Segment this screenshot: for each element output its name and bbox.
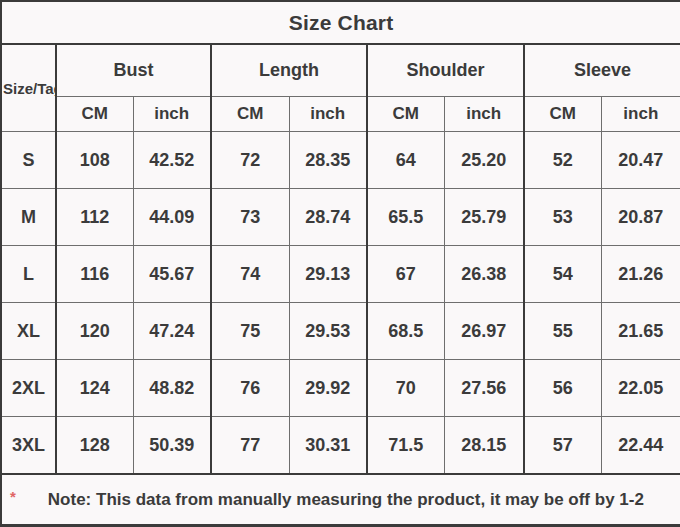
measurement-value: 76 — [211, 360, 289, 417]
measurement-value: 20.87 — [601, 189, 680, 246]
corner-header-size-tag: Size/Tag — [1, 44, 56, 132]
measurement-value: 48.82 — [133, 360, 211, 417]
measurement-value: 29.92 — [289, 360, 367, 417]
measurement-value: 128 — [56, 417, 133, 475]
measurement-value: 29.13 — [289, 246, 367, 303]
measurement-value: 55 — [524, 303, 601, 360]
size-row-3xl: 3XL 128 50.39 77 30.31 71.5 28.15 57 22.… — [1, 417, 680, 475]
measurement-value: 72 — [211, 132, 289, 189]
size-row-s: S 108 42.52 72 28.35 64 25.20 52 20.47 — [1, 132, 680, 189]
measurement-value: 108 — [56, 132, 133, 189]
title-row: Size Chart — [1, 1, 680, 44]
size-row-xl: XL 120 47.24 75 29.53 68.5 26.97 55 21.6… — [1, 303, 680, 360]
measurement-value: 71.5 — [367, 417, 444, 475]
size-label: XL — [1, 303, 56, 360]
unit-header-cell: CM — [211, 97, 289, 132]
size-row-m: M 112 44.09 73 28.74 65.5 25.79 53 20.87 — [1, 189, 680, 246]
measurement-value: 50.39 — [133, 417, 211, 475]
group-header-bust: Bust — [56, 44, 211, 97]
measurement-value: 45.67 — [133, 246, 211, 303]
measurement-value: 124 — [56, 360, 133, 417]
measurement-value: 21.26 — [601, 246, 680, 303]
measurement-value: 28.15 — [444, 417, 524, 475]
group-header-sleeve: Sleeve — [524, 44, 680, 97]
unit-header-cell: inch — [289, 97, 367, 132]
page-title: Size Chart — [1, 1, 680, 44]
measurement-value: 28.35 — [289, 132, 367, 189]
measurement-value: 67 — [367, 246, 444, 303]
measurement-value: 64 — [367, 132, 444, 189]
measurement-value: 75 — [211, 303, 289, 360]
note-text: Note: This data from manually measuring … — [48, 490, 644, 510]
size-row-l: L 116 45.67 74 29.13 67 26.38 54 21.26 — [1, 246, 680, 303]
measurement-value: 120 — [56, 303, 133, 360]
measurement-value: 25.79 — [444, 189, 524, 246]
measurement-value: 42.52 — [133, 132, 211, 189]
measurement-value: 52 — [524, 132, 601, 189]
measurement-value: 44.09 — [133, 189, 211, 246]
note-asterisk: * — [10, 488, 16, 505]
measurement-value: 68.5 — [367, 303, 444, 360]
measurement-value: 54 — [524, 246, 601, 303]
unit-header-cell: inch — [133, 97, 211, 132]
measurement-value: 26.97 — [444, 303, 524, 360]
unit-header-cell: inch — [444, 97, 524, 132]
measurement-value: 47.24 — [133, 303, 211, 360]
note: * Note: This data from manually measurin… — [2, 490, 680, 510]
group-header-row: Size/Tag Bust Length Shoulder Sleeve — [1, 44, 680, 97]
measurement-value: 57 — [524, 417, 601, 475]
note-row: * Note: This data from manually measurin… — [1, 474, 680, 527]
size-row-2xl: 2XL 124 48.82 76 29.92 70 27.56 56 22.05 — [1, 360, 680, 417]
measurement-value: 25.20 — [444, 132, 524, 189]
measurement-value: 56 — [524, 360, 601, 417]
measurement-value: 22.05 — [601, 360, 680, 417]
group-header-length: Length — [211, 44, 367, 97]
unit-header-cell: inch — [601, 97, 680, 132]
measurement-value: 65.5 — [367, 189, 444, 246]
size-label: 3XL — [1, 417, 56, 475]
size-label: M — [1, 189, 56, 246]
unit-header-cell: CM — [367, 97, 444, 132]
size-label: L — [1, 246, 56, 303]
size-label: 2XL — [1, 360, 56, 417]
unit-header-cell: CM — [524, 97, 601, 132]
measurement-value: 74 — [211, 246, 289, 303]
measurement-value: 30.31 — [289, 417, 367, 475]
measurement-value: 29.53 — [289, 303, 367, 360]
measurement-value: 112 — [56, 189, 133, 246]
measurement-value: 70 — [367, 360, 444, 417]
measurement-value: 21.65 — [601, 303, 680, 360]
size-label: S — [1, 132, 56, 189]
measurement-value: 27.56 — [444, 360, 524, 417]
size-chart-image: Size Chart Size/Tag Bust Length Shoulder… — [0, 0, 680, 527]
measurement-value: 73 — [211, 189, 289, 246]
measurement-value: 22.44 — [601, 417, 680, 475]
measurement-value: 77 — [211, 417, 289, 475]
measurement-value: 26.38 — [444, 246, 524, 303]
measurement-value: 53 — [524, 189, 601, 246]
unit-header-row: CM inch CM inch CM inch CM inch — [1, 97, 680, 132]
measurement-value: 116 — [56, 246, 133, 303]
size-chart-table: Size Chart Size/Tag Bust Length Shoulder… — [0, 0, 680, 527]
measurement-value: 28.74 — [289, 189, 367, 246]
group-header-shoulder: Shoulder — [367, 44, 524, 97]
measurement-value: 20.47 — [601, 132, 680, 189]
unit-header-cell: CM — [56, 97, 133, 132]
